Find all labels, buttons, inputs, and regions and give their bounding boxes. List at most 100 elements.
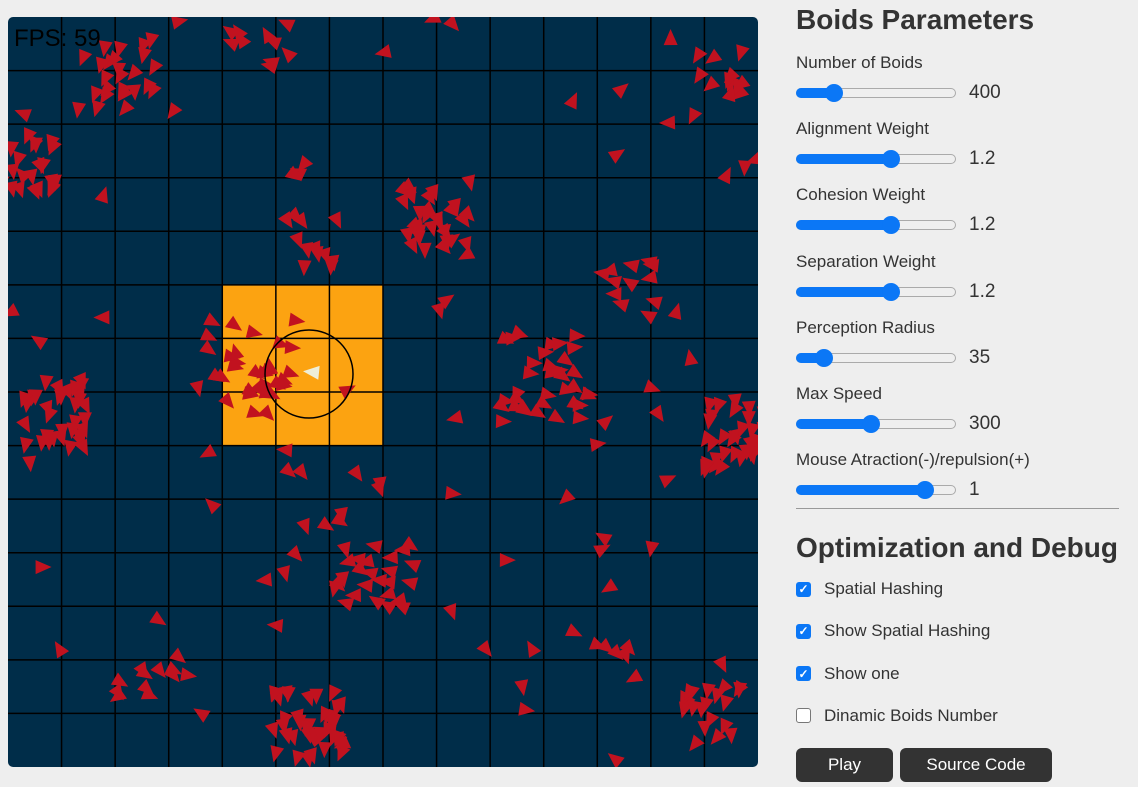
boid [338,385,356,400]
boid [700,458,714,477]
boid [249,379,266,397]
boid [203,312,221,326]
boid [16,415,31,433]
boid [286,545,303,562]
boid [297,154,314,172]
boid [150,661,166,679]
boid [334,506,348,524]
boid [498,393,515,407]
boid [589,438,607,452]
parameter-slider[interactable] [796,150,956,169]
boid [58,382,72,401]
slider-thumb[interactable] [815,348,834,367]
debug-checkbox-row[interactable]: ✓ Show one [796,664,900,684]
slider-value: 300 [969,413,1001,434]
boid [689,734,705,752]
slider-label: Alignment Weight [796,119,929,139]
boid [379,575,396,590]
boid [149,58,164,76]
boid [457,246,476,260]
slider-value: 1.2 [969,280,996,302]
boid [688,107,703,125]
boid [313,726,328,744]
boid [263,385,281,400]
divider [796,508,1119,509]
slider-thumb[interactable] [824,84,843,102]
boid [514,679,529,697]
boid [347,464,363,482]
boid [258,404,275,421]
parameter-slider[interactable] [796,415,956,433]
boid [266,618,284,633]
boid [379,600,398,616]
boid [309,688,324,705]
boid [424,17,442,23]
slider-thumb[interactable] [882,282,901,301]
slider-thumb[interactable] [916,481,934,500]
boid [476,640,492,657]
boid [684,348,699,366]
debug-checkbox-row[interactable]: ✓ Show Spatial Hashing [796,621,990,641]
boid [437,294,455,310]
boid [736,44,750,62]
slider-thumb[interactable] [882,150,901,169]
boid [296,517,310,536]
boid [401,535,419,551]
boid [393,602,411,616]
boid [329,684,343,702]
parameter-slider[interactable] [796,84,956,102]
boid [8,141,20,158]
boid [15,167,32,185]
boid [395,192,409,211]
boid [596,415,614,432]
boid [692,46,708,64]
slider-label: Cohesion Weight [796,185,926,205]
boid [351,560,369,576]
boid [705,408,720,426]
slider-thumb[interactable] [861,415,880,433]
play-button[interactable]: Play [796,748,893,782]
boid [320,705,334,724]
boids-canvas[interactable]: FPS: 59 [8,17,758,767]
boid [518,701,536,716]
checkbox[interactable]: ✓ [796,581,811,597]
debug-checkbox-row[interactable]: ✓ Spatial Hashing [796,579,943,599]
boid [329,580,343,598]
boid [593,544,611,559]
checkbox[interactable] [796,708,811,724]
parameter-slider[interactable] [796,481,956,500]
parameter-slider[interactable] [796,282,956,301]
checkbox[interactable]: ✓ [796,666,811,682]
boid [70,379,84,397]
boid [292,211,308,230]
boid [193,708,211,723]
boid [741,411,756,428]
slider-thumb[interactable] [882,216,901,235]
boid [29,180,43,198]
boid [171,17,189,30]
boid [77,412,92,429]
boid [109,687,127,702]
boid [495,414,513,429]
boid [721,84,736,103]
boid [600,262,618,277]
parameter-slider[interactable] [796,348,956,367]
boid [445,485,462,500]
boid [30,135,44,153]
boid [746,422,758,440]
boid [581,386,599,401]
source-code-button[interactable]: Source Code [900,748,1052,782]
boid [47,174,62,191]
boid [281,364,300,378]
simulation-svg [8,17,758,767]
parameters-title: Boids Parameters [796,4,1035,35]
boid [199,327,218,341]
checkbox[interactable]: ✓ [796,623,811,639]
boid [79,48,93,67]
boid [706,711,720,729]
boid [356,578,374,593]
boid [565,623,583,637]
parameter-slider[interactable] [796,216,956,235]
fps-counter: FPS: 59 [14,25,101,52]
debug-checkbox-row[interactable]: Dinamic Boids Number [796,706,998,726]
